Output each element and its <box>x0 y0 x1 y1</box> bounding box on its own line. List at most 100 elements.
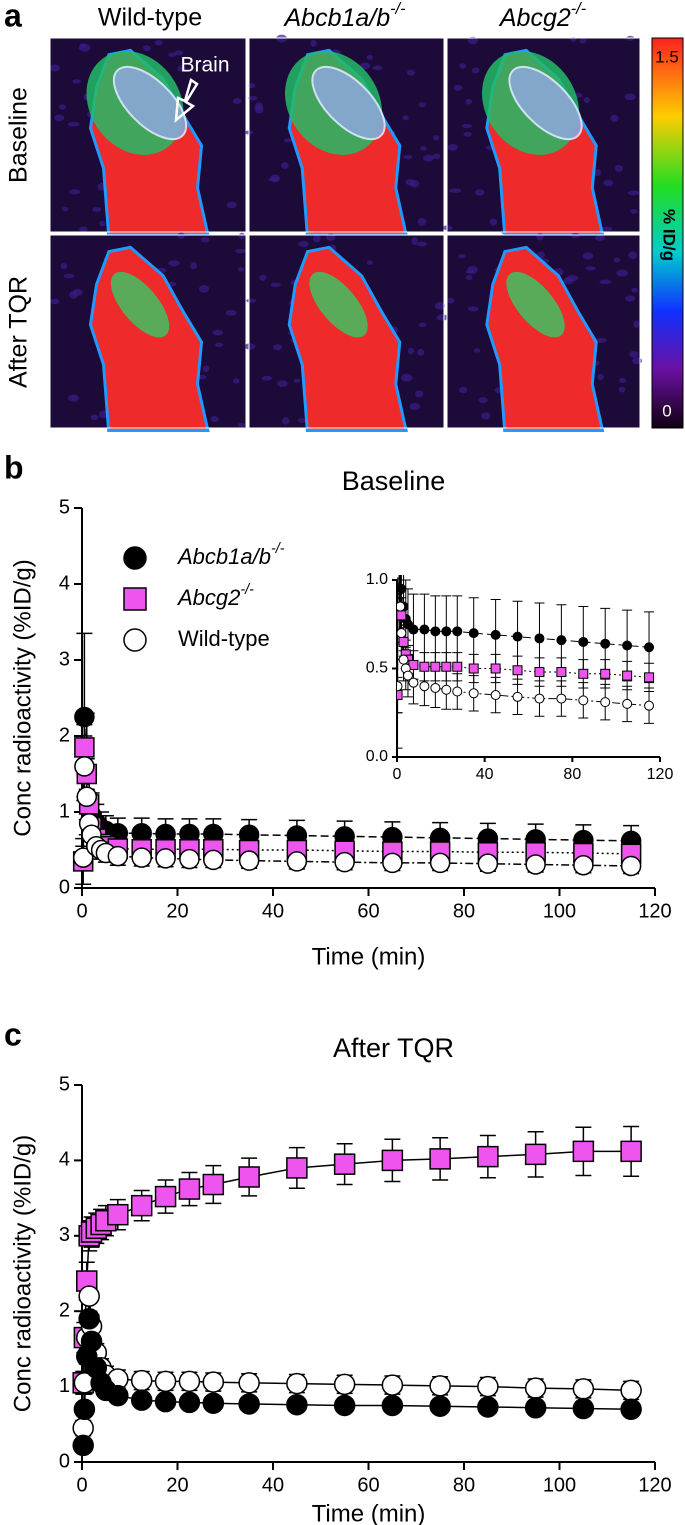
data-point <box>286 1393 308 1416</box>
scan-noise <box>616 269 628 277</box>
data-point <box>572 1140 595 1163</box>
series-line <box>82 766 632 867</box>
scan-noise <box>282 417 290 425</box>
data-point <box>408 677 419 688</box>
data-point <box>430 626 441 637</box>
scan-noise <box>432 153 441 159</box>
data-point <box>154 1390 177 1413</box>
data-point <box>154 1370 177 1393</box>
row-header: Baseline <box>5 87 33 183</box>
column-header: Abcb1a/b-/- <box>283 0 407 31</box>
data-point <box>202 1392 225 1414</box>
data-point <box>107 1384 129 1407</box>
x-tick-label: 0 <box>76 1474 87 1496</box>
data-point <box>429 1375 451 1397</box>
chart: b Baseline Conc radioactivity (%ID/g) Time … <box>4 449 673 970</box>
data-point <box>397 601 406 612</box>
data-point <box>419 681 430 692</box>
scan-noise <box>202 365 210 373</box>
chart: c After TQR Conc radioactivity (%ID/g) Time… <box>4 1016 672 1525</box>
scan-brain <box>508 65 583 141</box>
data-point <box>524 1396 547 1419</box>
panel-label: c <box>4 1016 22 1052</box>
data-point <box>72 847 94 868</box>
y-tick-label: 1 <box>59 1375 70 1397</box>
scan-noise <box>400 373 413 382</box>
error-bar <box>397 575 405 599</box>
x-tick-label: 120 <box>638 1474 671 1496</box>
scan-noise <box>270 282 281 288</box>
scan-head <box>506 271 565 338</box>
panel-label: a <box>4 0 22 33</box>
scan-noise <box>79 226 88 232</box>
scan-noise <box>409 403 421 411</box>
data-point <box>238 850 260 871</box>
y-tick-label: 5 <box>59 1073 70 1095</box>
x-tick-label: 60 <box>357 1474 379 1496</box>
data-point <box>402 670 413 681</box>
scan-noise <box>582 252 594 260</box>
data-point <box>131 847 152 868</box>
scan-noise <box>174 50 184 56</box>
data-point <box>572 1378 595 1400</box>
scan-noise <box>597 373 604 381</box>
scan-noise <box>90 414 99 421</box>
data-point <box>620 855 642 877</box>
scan-border <box>248 37 445 233</box>
scan-noise <box>79 43 87 48</box>
scan-noise <box>599 279 612 285</box>
y-tick-label: 0.0 <box>366 748 388 765</box>
data-point <box>419 624 430 635</box>
data-point <box>76 786 98 808</box>
data-point <box>477 1375 499 1398</box>
scan-noise <box>232 98 242 105</box>
data-point <box>397 690 403 701</box>
scan-noise <box>624 295 636 302</box>
scan-noise <box>627 190 640 196</box>
x-tick-label: 60 <box>357 900 379 922</box>
data-point <box>620 1140 642 1163</box>
scan-brain <box>112 65 188 141</box>
scan-noise <box>92 207 102 212</box>
scan-noise <box>467 306 479 312</box>
data-point <box>441 661 452 672</box>
legend-label: Abcg2-/- <box>176 582 254 610</box>
scan-noise <box>177 65 187 72</box>
scan-image <box>244 34 445 236</box>
scan-noise <box>614 164 623 172</box>
scan-noise <box>595 337 607 343</box>
data-point <box>397 681 403 692</box>
scan-noise <box>297 418 307 423</box>
scan-noise <box>478 397 488 404</box>
scan-noise <box>72 79 82 84</box>
data-point <box>578 695 589 706</box>
scan-noise <box>281 162 289 170</box>
data-point <box>430 661 441 672</box>
scan-noise <box>453 84 463 91</box>
scan-noise <box>177 232 185 239</box>
data-point <box>74 706 95 728</box>
scan-noise <box>403 155 413 160</box>
x-tick-label: 40 <box>262 900 284 922</box>
data-point <box>556 635 567 646</box>
scan-noise <box>254 102 263 111</box>
data-point <box>107 845 129 867</box>
scan-noise <box>276 34 288 43</box>
data-point <box>179 848 200 870</box>
scan-noise <box>406 69 415 76</box>
data-point <box>334 851 355 873</box>
scan-noise <box>434 302 446 310</box>
data-point <box>178 1391 201 1414</box>
scan-noise <box>473 348 481 353</box>
scan-noise <box>168 52 177 57</box>
y-tick-label: 2 <box>59 724 70 746</box>
scan-noise <box>414 390 424 398</box>
scan-noise <box>417 218 427 226</box>
scan-noise <box>200 237 210 243</box>
scan-noise <box>610 114 619 122</box>
scan-noise <box>366 260 373 265</box>
legend-marker <box>123 628 147 652</box>
scan-noise <box>601 226 613 232</box>
x-tick-label: 100 <box>543 1474 576 1496</box>
